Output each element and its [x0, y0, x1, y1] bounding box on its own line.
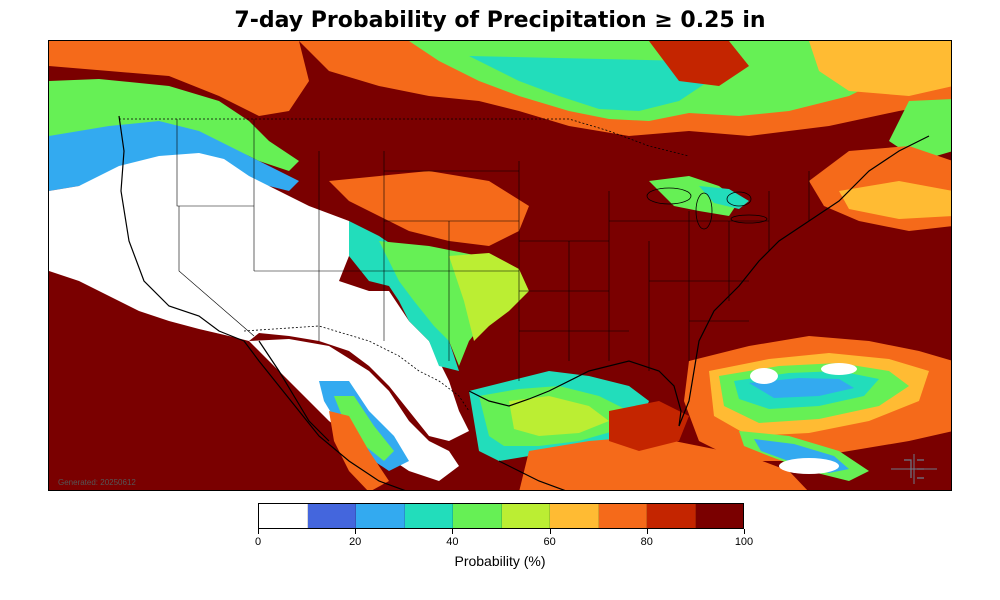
- colorbar-bin: [404, 504, 453, 528]
- colorbar-label: Probability (%): [454, 553, 546, 569]
- colorbar-tick-label: 0: [254, 536, 262, 548]
- colorbar-bin: [647, 504, 696, 528]
- plains-orange: [329, 171, 529, 246]
- mexico-pacific-green: [334, 396, 394, 461]
- colorbar-tick-label: 80: [640, 536, 653, 548]
- colorbar-tick-label: 20: [349, 536, 362, 548]
- coastline-outline: [118, 115, 930, 490]
- canada-green-east: [889, 99, 951, 161]
- northeast-yellow: [839, 181, 951, 219]
- colorbar-bin: [453, 504, 502, 528]
- baja-orange: [329, 411, 389, 490]
- dry-patch-bahamas: [750, 368, 778, 384]
- colorbar-bin: [598, 504, 647, 528]
- colorbar-bin: [550, 504, 599, 528]
- canada-low-band: [469, 56, 709, 111]
- colorbar-bin: [356, 504, 405, 528]
- chart-title: 7-day Probability of Precipitation ≥ 0.2…: [234, 8, 766, 33]
- colorbar-tick: [258, 529, 259, 534]
- great-lakes-outline: [646, 187, 768, 230]
- us-mexico-border: [243, 325, 470, 412]
- pacific-nw-orange: [49, 41, 309, 116]
- colorbar-tick: [549, 529, 551, 534]
- great-lakes-teal: [699, 186, 749, 209]
- colorbar-ticks: 0 20 40 60 80 100: [255, 529, 753, 559]
- colorbar-tick: [452, 529, 454, 534]
- pacific-nw-green: [49, 79, 299, 171]
- colorbar-bin: [307, 504, 356, 528]
- us-canada-border: [119, 118, 690, 157]
- colorbar-tick: [646, 529, 648, 534]
- gulf-red: [609, 401, 689, 451]
- colorbar-tick-label: 60: [543, 536, 556, 548]
- colorbar-tick: [744, 529, 745, 534]
- map-canvas: [49, 41, 951, 490]
- colorbar: [258, 503, 744, 529]
- plains-yellow: [449, 253, 529, 341]
- dry-patch-cuba: [779, 458, 839, 474]
- dry-west-region: [49, 153, 469, 441]
- colorbar-bin: [259, 504, 308, 528]
- colorbar-tick: [355, 529, 357, 534]
- canada-orange-east: [809, 41, 951, 96]
- precip-probability-map: Generated: 20250612: [48, 40, 952, 491]
- colorbar-tick-label: 40: [446, 536, 459, 548]
- gulf-yellow: [509, 396, 609, 436]
- dry-patch-atlantic: [821, 363, 857, 375]
- colorbar-tick-label: 100: [734, 536, 754, 548]
- noaa-logo-icon: [891, 454, 937, 484]
- state-boundaries: [176, 119, 810, 381]
- great-lakes-green: [649, 176, 739, 216]
- canada-high-patch: [649, 41, 749, 86]
- colorbar-bin: [501, 504, 550, 528]
- colorbar-bin: [695, 504, 743, 528]
- gulf-orange: [519, 436, 808, 490]
- caribbean-blue: [749, 378, 854, 398]
- generated-date: Generated: 20250612: [58, 478, 136, 487]
